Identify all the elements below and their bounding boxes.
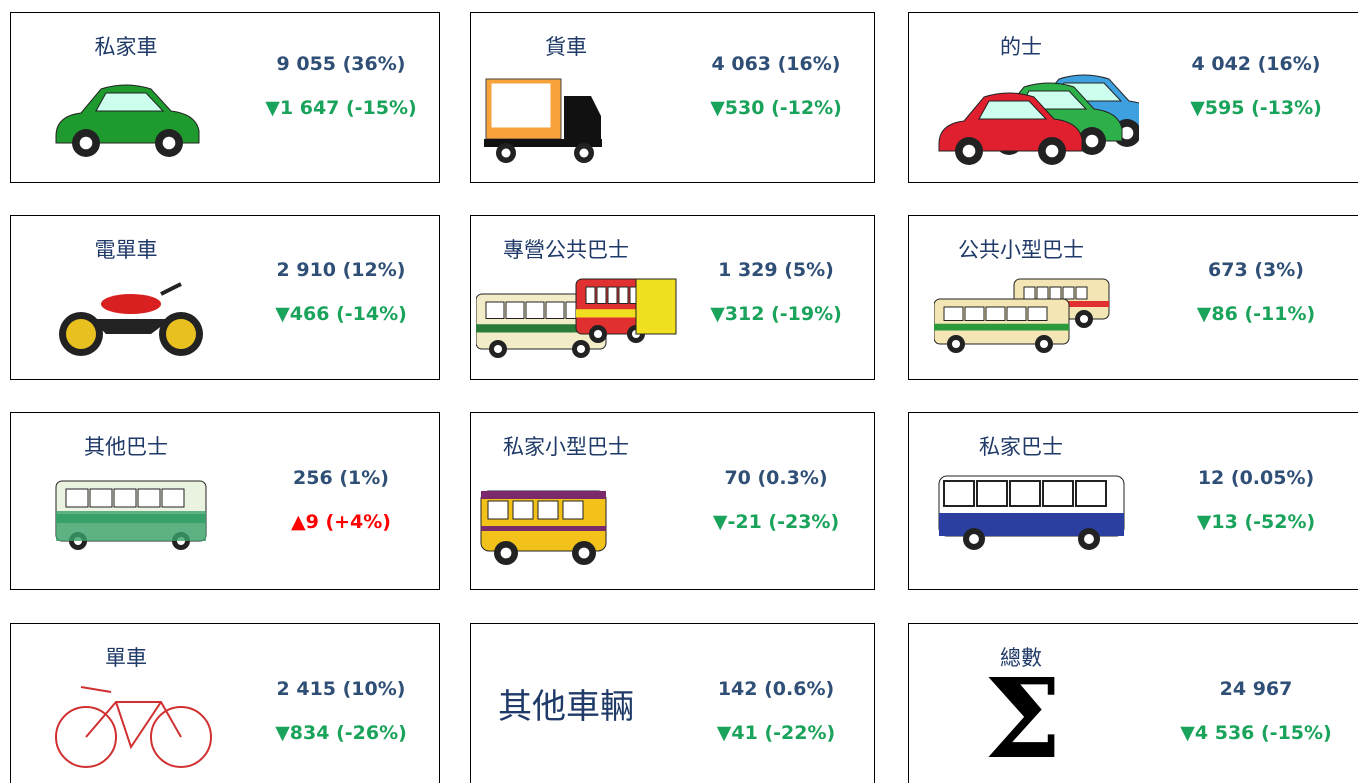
- vehicle-icon: [934, 71, 1139, 175]
- change-value: ▼466 (-14%): [275, 303, 407, 325]
- vehicle-icon: [51, 471, 256, 575]
- change-value: ▼312 (-19%): [710, 303, 842, 325]
- card: 私家巴士 12 (0.05%) ▼13 (-52%): [908, 412, 1358, 590]
- vehicle-icon: [51, 682, 256, 783]
- vehicle-icon: [476, 274, 681, 378]
- card-label: 貨車: [545, 31, 587, 61]
- vehicle-icon-art: [51, 682, 256, 782]
- page: 私家車 9 055 (36%) ▼1 647 (-15%) 貨車 4 063 (16%)…: [0, 0, 1358, 783]
- card: 私家小型巴士 70 (0.3%) ▼-21 (-23%): [470, 412, 875, 590]
- total-value: 4 063 (16%): [712, 53, 841, 75]
- change-value: ▼4 536 (-15%): [1180, 722, 1331, 744]
- vehicle-icon: [934, 274, 1139, 378]
- card: 電單車 2 910 (12%) ▼466 (-14%): [10, 215, 440, 380]
- total-value: 2 910 (12%): [277, 259, 406, 281]
- vehicle-icon-art: [934, 274, 1139, 374]
- total-value: 12 (0.05%): [1198, 467, 1314, 489]
- card: 專營公共巴士 1 329 (5%) ▼312 (-19%): [470, 215, 875, 380]
- card: 私家車 9 055 (36%) ▼1 647 (-15%): [10, 12, 440, 183]
- change-value: ▼86 (-11%): [1197, 303, 1315, 325]
- total-value: 70 (0.3%): [724, 467, 827, 489]
- card: 單車 2 415 (10%) ▼834 (-26%): [10, 623, 440, 783]
- total-value: 24 967: [1220, 678, 1293, 700]
- change-value: ▼41 (-22%): [717, 722, 835, 744]
- change-value: ▼13 (-52%): [1197, 511, 1315, 533]
- card: 其他巴士 256 (1%) ▲9 (+4%): [10, 412, 440, 590]
- change-value: ▼530 (-12%): [710, 97, 842, 119]
- vehicle-icon-art: [934, 471, 1139, 571]
- vehicle-icon-art: [934, 71, 1139, 171]
- card-label: 私家車: [95, 31, 158, 61]
- vehicle-icon-art: [51, 471, 256, 571]
- card-label: 私家巴士: [979, 431, 1063, 461]
- card-label: 私家小型巴士: [503, 431, 629, 461]
- vehicle-icon: [51, 71, 256, 175]
- card-label: 的士: [1000, 31, 1042, 61]
- change-value: ▼-21 (-23%): [713, 511, 839, 533]
- card: 的士 4 042 (16%) ▼595 (-13%): [908, 12, 1358, 183]
- card-label: 公共小型巴士: [958, 234, 1084, 264]
- vehicle-icon: [476, 71, 681, 175]
- vehicle-icon-art: [51, 71, 256, 171]
- sum-symbol: Σ: [984, 654, 1062, 783]
- card-label: 專營公共巴士: [503, 234, 629, 264]
- card: 其他車輛 142 (0.6%) ▼41 (-22%): [470, 623, 875, 783]
- vehicle-icon-art: [51, 274, 256, 374]
- total-value: 1 329 (5%): [718, 259, 834, 281]
- change-value: ▼595 (-13%): [1190, 97, 1322, 119]
- total-value: 673 (3%): [1208, 259, 1304, 281]
- change-value: ▼1 647 (-15%): [265, 97, 416, 119]
- total-value: 142 (0.6%): [718, 678, 834, 700]
- total-value: 9 055 (36%): [277, 53, 406, 75]
- vehicle-icon: [934, 471, 1139, 575]
- total-value: 256 (1%): [293, 467, 389, 489]
- vehicle-icon-art: [476, 274, 681, 374]
- change-value: ▲9 (+4%): [291, 511, 391, 533]
- vehicle-icon-art: [476, 471, 681, 571]
- vehicle-icon: [476, 471, 681, 575]
- card-label: 其他巴士: [84, 431, 168, 461]
- card: 貨車 4 063 (16%) ▼530 (-12%): [470, 12, 875, 183]
- total-value: 4 042 (16%): [1192, 53, 1321, 75]
- card-label: 電單車: [95, 234, 158, 264]
- vehicle-icon-art: [476, 71, 681, 171]
- change-value: ▼834 (-26%): [275, 722, 407, 744]
- card: 公共小型巴士 673 (3%) ▼86 (-11%): [908, 215, 1358, 380]
- vehicle-icon: [51, 274, 256, 378]
- card-label: 其他車輛: [498, 679, 634, 728]
- card-label: 單車: [105, 642, 147, 672]
- total-value: 2 415 (10%): [277, 678, 406, 700]
